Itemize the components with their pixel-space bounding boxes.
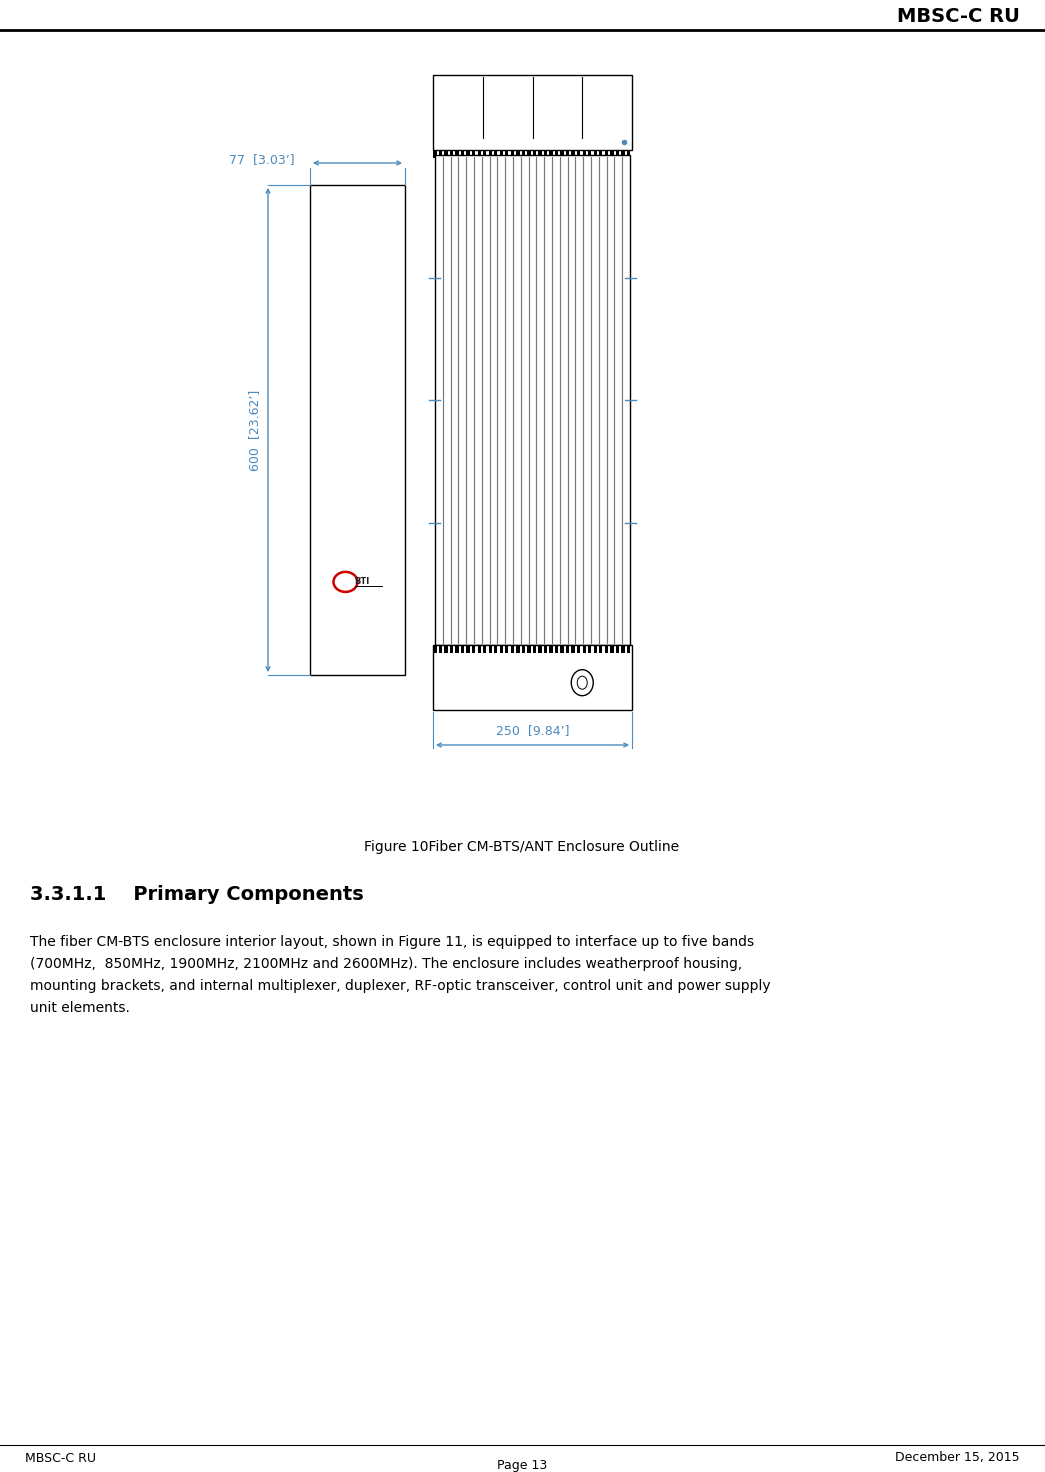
Bar [616, 645, 619, 654]
Bar [599, 150, 603, 158]
Bar [528, 150, 531, 158]
Bar [500, 150, 503, 158]
Bar [310, 185, 405, 676]
Bar [450, 645, 454, 654]
Text: MBSC-C RU: MBSC-C RU [897, 7, 1020, 26]
Bar [555, 645, 558, 654]
Bar [533, 645, 536, 654]
Bar [521, 150, 525, 158]
Text: The fiber CM-BTS enclosure interior layout, shown in Figure 11, is equipped to i: The fiber CM-BTS enclosure interior layo… [30, 935, 754, 949]
Bar [577, 150, 580, 158]
Text: MBSC-C RU: MBSC-C RU [25, 1451, 96, 1465]
Text: BTI: BTI [354, 577, 370, 586]
Bar [627, 150, 630, 158]
Bar [543, 150, 548, 158]
Bar [566, 645, 570, 654]
Bar [472, 150, 475, 158]
Bar [450, 150, 454, 158]
Bar [521, 645, 525, 654]
Bar [528, 645, 531, 654]
Text: 250  [9.84’]: 250 [9.84’] [495, 724, 570, 737]
Bar [434, 150, 437, 158]
Bar [439, 150, 442, 158]
Bar [435, 155, 630, 645]
Bar [543, 645, 548, 654]
Text: 3.3.1.1    Primary Components: 3.3.1.1 Primary Components [30, 885, 364, 904]
Bar [483, 150, 486, 158]
Bar [511, 150, 514, 158]
Bar [516, 150, 519, 158]
Bar [560, 645, 563, 654]
Bar [505, 645, 509, 654]
Bar [572, 150, 575, 158]
Bar [494, 150, 497, 158]
Bar [439, 645, 442, 654]
Bar [466, 645, 470, 654]
Bar [434, 645, 437, 654]
Bar [516, 645, 519, 654]
Bar [594, 645, 597, 654]
Bar [582, 645, 586, 654]
Bar [594, 150, 597, 158]
Bar [505, 150, 509, 158]
Bar [444, 645, 447, 654]
Text: 77  [3.03’]: 77 [3.03’] [229, 153, 295, 166]
Bar [605, 645, 608, 654]
Bar [616, 150, 619, 158]
Bar [538, 645, 541, 654]
Bar [489, 645, 492, 654]
Bar [478, 645, 481, 654]
Bar [582, 150, 586, 158]
Bar [550, 150, 553, 158]
Bar [610, 645, 613, 654]
Bar [560, 150, 563, 158]
Bar [572, 645, 575, 654]
Bar [466, 150, 470, 158]
Bar [621, 645, 625, 654]
Bar [444, 150, 447, 158]
Text: 600  [23.62’]: 600 [23.62’] [249, 390, 261, 471]
Bar [627, 645, 630, 654]
Bar [610, 150, 613, 158]
Text: December 15, 2015: December 15, 2015 [896, 1451, 1020, 1465]
Text: Figure 10Fiber CM-BTS/ANT Enclosure Outline: Figure 10Fiber CM-BTS/ANT Enclosure Outl… [365, 841, 679, 854]
Text: Page 13: Page 13 [496, 1459, 548, 1472]
Bar [472, 645, 475, 654]
Bar [433, 645, 632, 710]
Bar [494, 645, 497, 654]
Bar [599, 645, 603, 654]
Text: (700MHz,  850MHz, 1900MHz, 2100MHz and 2600MHz). The enclosure includes weatherp: (700MHz, 850MHz, 1900MHz, 2100MHz and 26… [30, 957, 742, 972]
Bar [605, 150, 608, 158]
Text: mounting brackets, and internal multiplexer, duplexer, RF-optic transceiver, con: mounting brackets, and internal multiple… [30, 979, 770, 994]
Bar [478, 150, 481, 158]
Text: unit elements.: unit elements. [30, 1001, 130, 1016]
Bar [588, 645, 591, 654]
Bar [588, 150, 591, 158]
Bar [461, 150, 464, 158]
Bar [456, 645, 459, 654]
Bar [483, 645, 486, 654]
Bar [621, 150, 625, 158]
Bar [538, 150, 541, 158]
Bar [511, 645, 514, 654]
Bar [500, 645, 503, 654]
Bar [533, 150, 536, 158]
Bar [489, 150, 492, 158]
Bar [555, 150, 558, 158]
Bar [566, 150, 570, 158]
Bar [550, 645, 553, 654]
Bar [456, 150, 459, 158]
Bar [433, 75, 632, 150]
Bar [577, 645, 580, 654]
Bar [461, 645, 464, 654]
